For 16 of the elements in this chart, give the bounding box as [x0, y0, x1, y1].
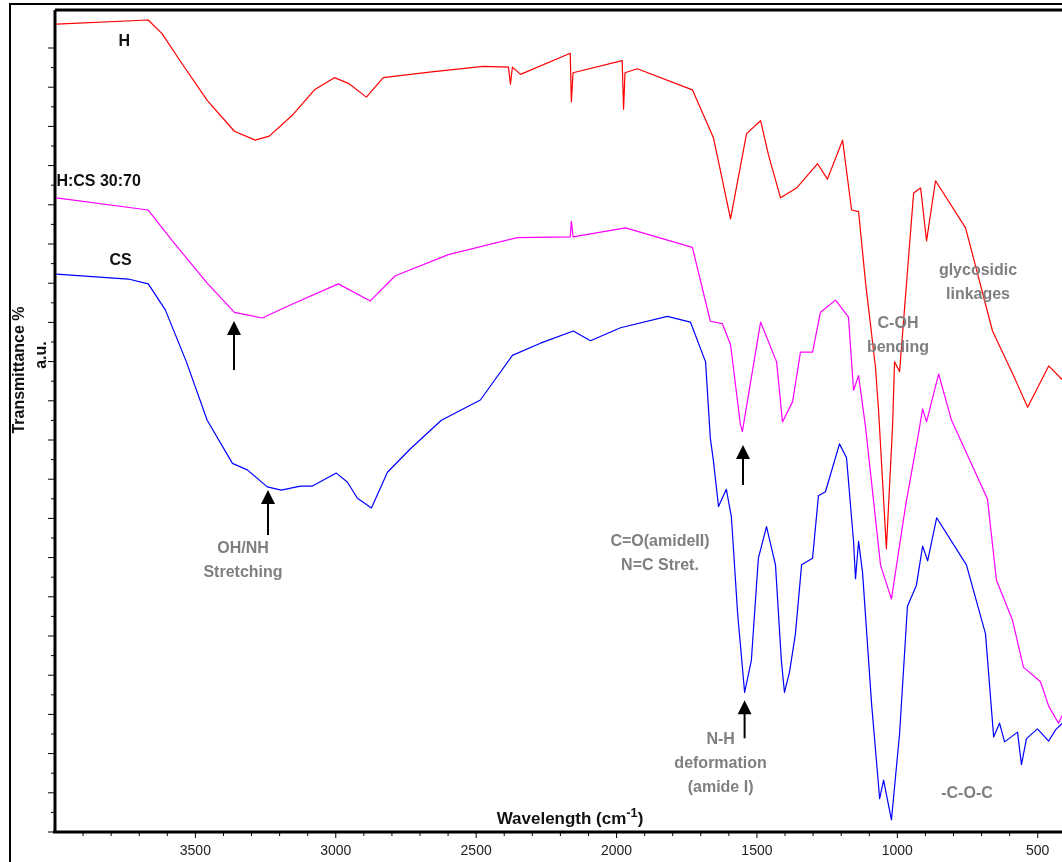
x-tick-label: 1000 [881, 842, 914, 858]
y-axis-title: Transmittance % a.u. [10, 306, 49, 434]
x-tick-label: 1500 [741, 842, 773, 858]
x-tick-label: 3000 [320, 842, 352, 858]
x-tick-label: 500 [1026, 842, 1050, 858]
annotation: -C-O-C [941, 784, 994, 801]
x-tick-label: 2000 [600, 842, 633, 858]
x-axis-title: Wavelength (cm$^{-1}$) [496, 804, 644, 828]
x-tick-label: 3500 [179, 842, 212, 858]
series-label: CS [109, 251, 132, 269]
series-label: H [118, 32, 130, 50]
x-tick-label: 2500 [460, 842, 492, 858]
series-label: H:CS 30:70 [56, 171, 141, 189]
annotation: OH/NH Stretching [203, 539, 283, 580]
annotation: N-H deformation (amide I) [674, 730, 767, 796]
annotation: C=O(amideII) N=C Stret. [610, 532, 710, 573]
